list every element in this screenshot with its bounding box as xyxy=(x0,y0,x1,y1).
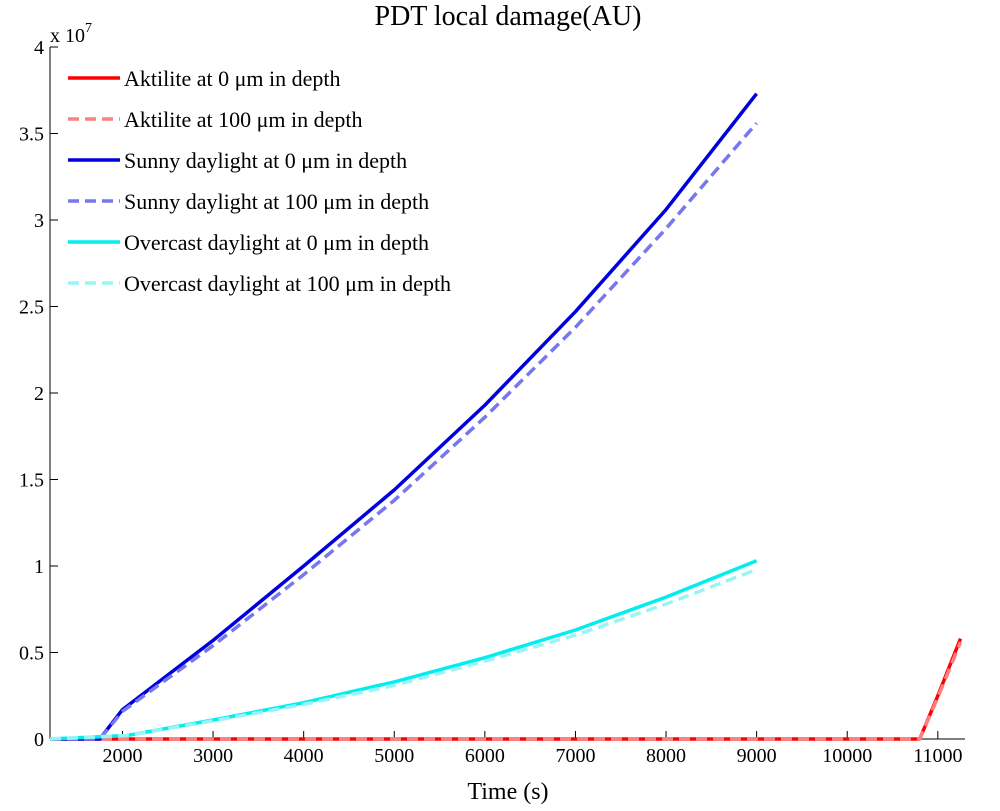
legend-label-5: Overcast daylight at 100 μm in depth xyxy=(124,271,451,296)
series-line-5 xyxy=(49,567,758,741)
x-tick-label: 10000 xyxy=(822,745,872,767)
legend-label-0: Aktilite at 0 μm in depth xyxy=(124,66,341,91)
series-line-3 xyxy=(50,121,758,741)
x-tick-label: 3000 xyxy=(193,745,233,767)
y-tick-label: 3 xyxy=(34,210,44,232)
x-tick-label: 2000 xyxy=(102,745,142,767)
y-exponent-power: 7 xyxy=(85,21,92,36)
x-axis-label: Time (s) xyxy=(467,779,548,805)
chart-title: PDT local damage(AU) xyxy=(375,1,642,32)
legend-label-2: Sunny daylight at 0 μm in depth xyxy=(124,148,407,173)
series-line-1 xyxy=(50,641,963,741)
y-tick-label: 2 xyxy=(34,383,44,405)
x-tick-label: 7000 xyxy=(555,745,595,767)
legend-label-3: Sunny daylight at 100 μm in depth xyxy=(124,189,429,214)
y-tick-label: 1.5 xyxy=(19,470,44,492)
legend-label-4: Overcast daylight at 0 μm in depth xyxy=(124,230,429,255)
y-tick-label: 3.5 xyxy=(19,124,44,146)
y-tick-label: 4 xyxy=(34,37,44,59)
x-tick-label: 8000 xyxy=(646,745,686,767)
x-tick-label: 11000 xyxy=(913,745,962,767)
y-exponent-base: x 10 xyxy=(50,25,85,47)
x-tick-label: 6000 xyxy=(465,745,505,767)
series-line-4 xyxy=(49,559,758,741)
x-tick-label: 5000 xyxy=(374,745,414,767)
x-tick-label: 9000 xyxy=(737,745,777,767)
y-tick-label: 1 xyxy=(34,556,44,578)
series-layer xyxy=(49,92,963,741)
legend-label-1: Aktilite at 100 μm in depth xyxy=(124,107,363,132)
y-exponent-label: x 107 xyxy=(50,21,92,47)
x-tick-label: 4000 xyxy=(284,745,324,767)
y-tick-label: 0.5 xyxy=(19,643,44,665)
axes: 2000 3000 4000 5000 6000 7000 8000 9000 10000 110… xyxy=(19,37,965,767)
y-tick-label: 0 xyxy=(34,729,44,751)
legend: Aktilite at 0 μm in depth Aktilite at 100… xyxy=(68,66,451,296)
y-tick-label: 2.5 xyxy=(19,297,44,319)
